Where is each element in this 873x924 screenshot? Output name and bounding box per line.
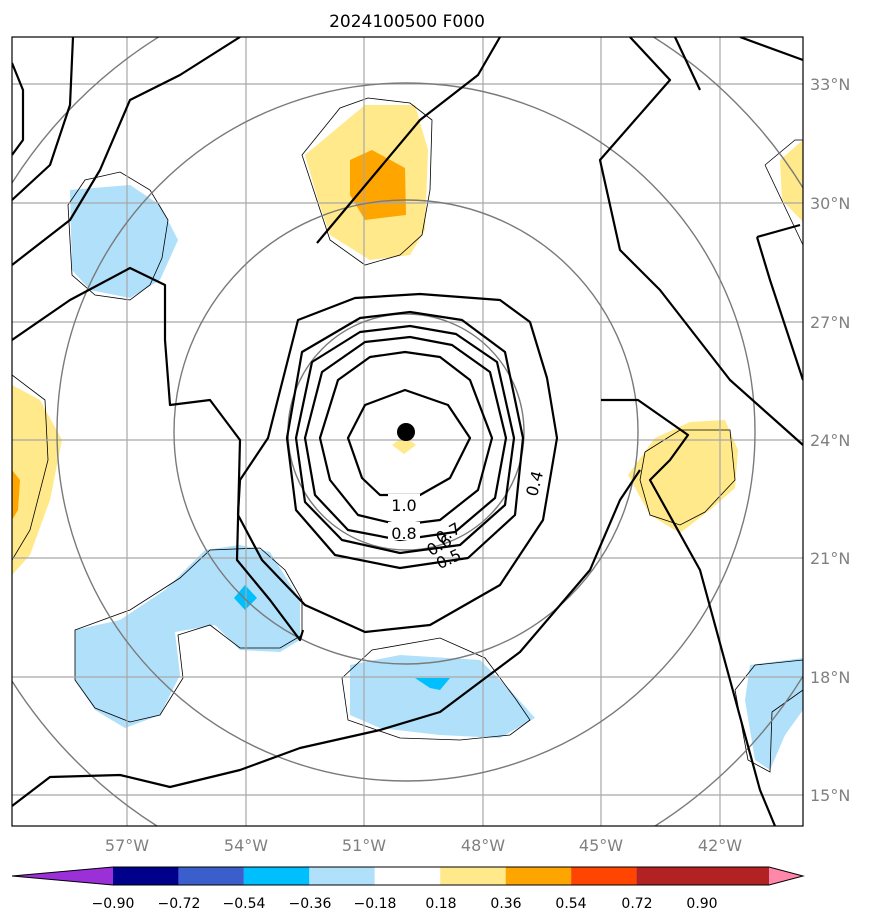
contour-0-4 bbox=[236, 292, 559, 634]
lat-label-27n: 27°N bbox=[810, 313, 850, 332]
colorbar-tick-label: −0.90 bbox=[92, 896, 135, 912]
contour-outer-ne bbox=[316, 37, 501, 244]
lat-label-15n: 15°N bbox=[810, 786, 850, 805]
shade-light-blue-se bbox=[745, 658, 803, 770]
contour-lines bbox=[12, 37, 803, 826]
colorbar-tick-label: −0.36 bbox=[289, 896, 332, 912]
longitude-labels: 57°W 54°W 51°W 48°W 45°W 42°W bbox=[105, 836, 742, 855]
colorbar-ticks: −0.90 −0.72 −0.54 −0.36 −0.18 0.18 0.36 … bbox=[92, 896, 718, 912]
shade-blue-s bbox=[415, 678, 450, 690]
lat-label-21n: 21°N bbox=[810, 549, 850, 568]
colorbar-segment bbox=[309, 867, 375, 885]
map-area: 1.0 0.8 0.7 0.6 0.5 0.4 bbox=[12, 37, 803, 826]
colorbar-segment bbox=[243, 867, 310, 885]
contour-label-bg-1-0 bbox=[388, 494, 420, 512]
colorbar-segments bbox=[12, 867, 803, 885]
outline-se bbox=[734, 659, 803, 773]
contour-outer-s bbox=[12, 469, 641, 807]
contour-outer-w bbox=[12, 266, 305, 642]
latitude-labels: 33°N 30°N 27°N 24°N 21°N 18°N 15°N bbox=[810, 75, 850, 805]
contour-1-0 bbox=[346, 388, 472, 497]
colorbar-tick-label: 0.54 bbox=[555, 896, 586, 912]
colorbar-tick-label: 0.90 bbox=[686, 896, 717, 912]
lat-label-18n: 18°N bbox=[810, 668, 850, 687]
colorbar-frame bbox=[11, 866, 805, 886]
lon-label-48w: 48°W bbox=[461, 836, 505, 855]
shade-yellow-ne bbox=[780, 140, 803, 222]
colorbar-segment bbox=[113, 867, 179, 885]
lat-label-30n: 30°N bbox=[810, 194, 850, 213]
colorbar-tick-label: 0.36 bbox=[490, 896, 521, 912]
outline-n bbox=[301, 97, 433, 266]
lat-label-33n: 33°N bbox=[810, 75, 850, 94]
range-rings bbox=[12, 37, 803, 826]
contour-0-7 bbox=[303, 335, 508, 542]
shade-orange-w bbox=[12, 470, 20, 520]
range-ring-3 bbox=[56, 82, 756, 782]
outline-sw bbox=[74, 547, 303, 723]
contour-label-1-0: 1.0 bbox=[391, 496, 416, 515]
lat-label-24n: 24°N bbox=[810, 431, 850, 450]
colorbar-extend-high bbox=[769, 867, 803, 885]
shade-light-blue-sw bbox=[75, 545, 300, 728]
contour-label-0-4: 0.4 bbox=[522, 469, 547, 499]
colorbar-tick-label: −0.18 bbox=[354, 896, 397, 912]
contour-0-5 bbox=[285, 310, 525, 570]
contour-0-8 bbox=[318, 350, 494, 527]
colorbar-segment bbox=[505, 867, 572, 885]
contour-outer-nw2 bbox=[12, 37, 75, 201]
colorbar-extend-low bbox=[12, 867, 113, 885]
contour-label-bg-0-8 bbox=[388, 522, 420, 540]
shade-light-blue-s bbox=[350, 655, 535, 738]
colorbar-segment bbox=[636, 867, 769, 885]
lon-label-57w: 57°W bbox=[105, 836, 149, 855]
contour-outer-nw bbox=[12, 37, 241, 266]
outline-ne bbox=[764, 139, 803, 246]
shade-light-blue-nw bbox=[70, 185, 178, 298]
contour-outer-se bbox=[755, 223, 803, 381]
lon-label-45w: 45°W bbox=[579, 836, 623, 855]
outline-w bbox=[12, 374, 49, 561]
lon-label-42w: 42°W bbox=[698, 836, 742, 855]
lon-label-54w: 54°W bbox=[224, 836, 268, 855]
contour-label-0-8: 0.8 bbox=[391, 524, 416, 543]
storm-center-marker bbox=[397, 423, 415, 441]
range-ring-4 bbox=[12, 37, 803, 826]
range-ring-2 bbox=[173, 199, 639, 665]
colorbar-tick-label: −0.72 bbox=[158, 896, 201, 912]
colorbar-segment bbox=[440, 867, 506, 885]
shade-yellow-e bbox=[628, 420, 738, 533]
colorbar-tick-label: 0.72 bbox=[621, 896, 652, 912]
colorbar-segment bbox=[571, 867, 637, 885]
shade-yellow-w bbox=[12, 385, 62, 575]
contour-0-6 bbox=[294, 324, 516, 555]
colorbar-segment bbox=[374, 867, 441, 885]
colorbar-tick-label: −0.54 bbox=[223, 896, 266, 912]
colorbar-segment bbox=[178, 867, 244, 885]
lon-label-51w: 51°W bbox=[342, 836, 386, 855]
colorbar-tick-label: 0.18 bbox=[425, 896, 456, 912]
map-title: 2024100500 F000 bbox=[329, 12, 485, 32]
colorbar: −0.90 −0.72 −0.54 −0.36 −0.18 0.18 0.36 … bbox=[11, 866, 805, 912]
outline-s bbox=[341, 637, 531, 741]
map-frame bbox=[11, 36, 804, 827]
contour-outer-e bbox=[601, 398, 777, 826]
outline-e bbox=[639, 429, 736, 526]
contour-outer-far-e bbox=[598, 37, 803, 446]
contour-outer-nw3 bbox=[12, 62, 25, 156]
